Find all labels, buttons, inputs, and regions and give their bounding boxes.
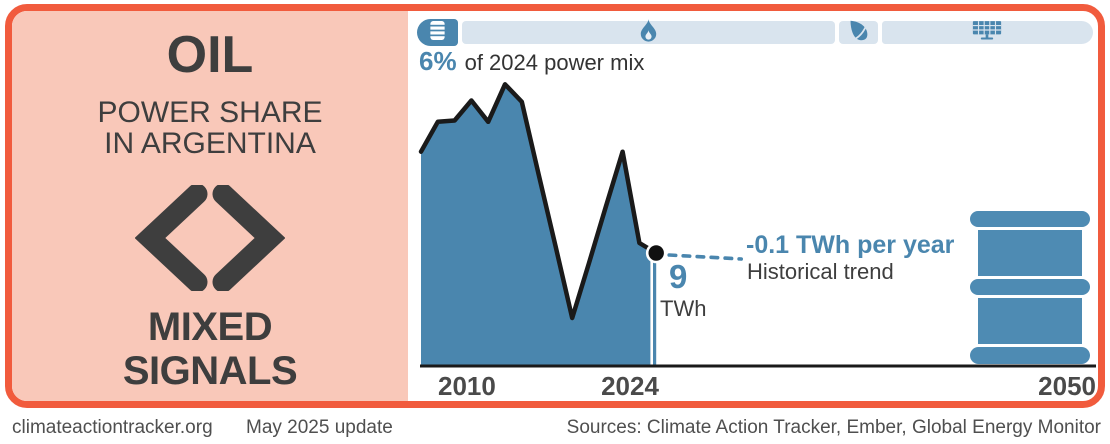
trend-sublabel: Historical trend [747, 259, 894, 284]
x-tick-2010: 2010 [438, 371, 496, 401]
fuel-title: OIL [166, 26, 254, 84]
footer-sources: Sources: Climate Action Tracker, Ember, … [566, 417, 1101, 438]
verdict-line-2: SIGNALS [122, 349, 298, 393]
mix-segment-gas [462, 18, 836, 47]
verdict-panel: OIL POWER SHARE IN ARGENTINA MIXED SIGNA… [12, 11, 408, 401]
power-mix-bar [417, 18, 1094, 47]
panel-subtitle: POWER SHARE IN ARGENTINA [12, 97, 408, 159]
subtitle-line-1: POWER SHARE [97, 96, 323, 129]
verdict-line-1: MIXED [147, 305, 273, 349]
leaf-icon [847, 19, 870, 47]
mixed-signals-chevrons-icon [134, 183, 286, 296]
solar-panel-icon [972, 20, 1002, 45]
oil-share-text: of 2024 power mix [464, 50, 645, 75]
verdict-text: MIXED SIGNALS [12, 305, 408, 393]
x-tick-2050: 2050 [1038, 371, 1096, 401]
mix-segment-solar [881, 20, 1094, 45]
flame-icon [638, 18, 659, 47]
footer: climateactiontracker.org May 2025 update… [0, 417, 1110, 444]
end-point-value: 9 [669, 258, 688, 295]
trend-rate-label: -0.1 TWh per year [746, 231, 955, 259]
power-mix-caption: 6% of 2024 power mix [419, 46, 644, 77]
footer-site-url: climateactiontracker.org [12, 417, 213, 438]
mix-segment-bioenergy [839, 19, 878, 47]
mix-segment-oil [417, 19, 459, 46]
oil-share-value: 6% [419, 46, 457, 76]
footer-update-date: May 2025 update [246, 417, 393, 438]
x-tick-2024: 2024 [601, 371, 659, 401]
oil-barrel-icon [428, 20, 447, 46]
end-point-unit: TWh [660, 296, 707, 321]
subtitle-line-2: IN ARGENTINA [104, 127, 316, 160]
